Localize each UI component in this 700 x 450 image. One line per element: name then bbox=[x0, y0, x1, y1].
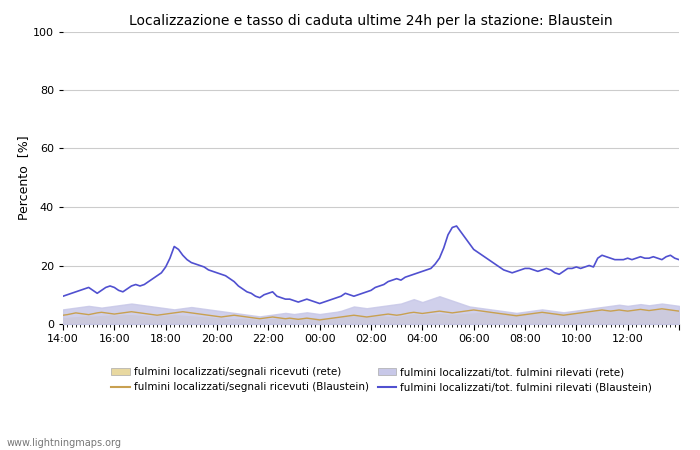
Text: www.lightningmaps.org: www.lightningmaps.org bbox=[7, 438, 122, 448]
Y-axis label: Percento  [%]: Percento [%] bbox=[18, 135, 30, 220]
Title: Localizzazione e tasso di caduta ultime 24h per la stazione: Blaustein: Localizzazione e tasso di caduta ultime … bbox=[130, 14, 612, 27]
Legend: fulmini localizzati/segnali ricevuti (rete), fulmini localizzati/segnali ricevut: fulmini localizzati/segnali ricevuti (re… bbox=[111, 367, 652, 392]
